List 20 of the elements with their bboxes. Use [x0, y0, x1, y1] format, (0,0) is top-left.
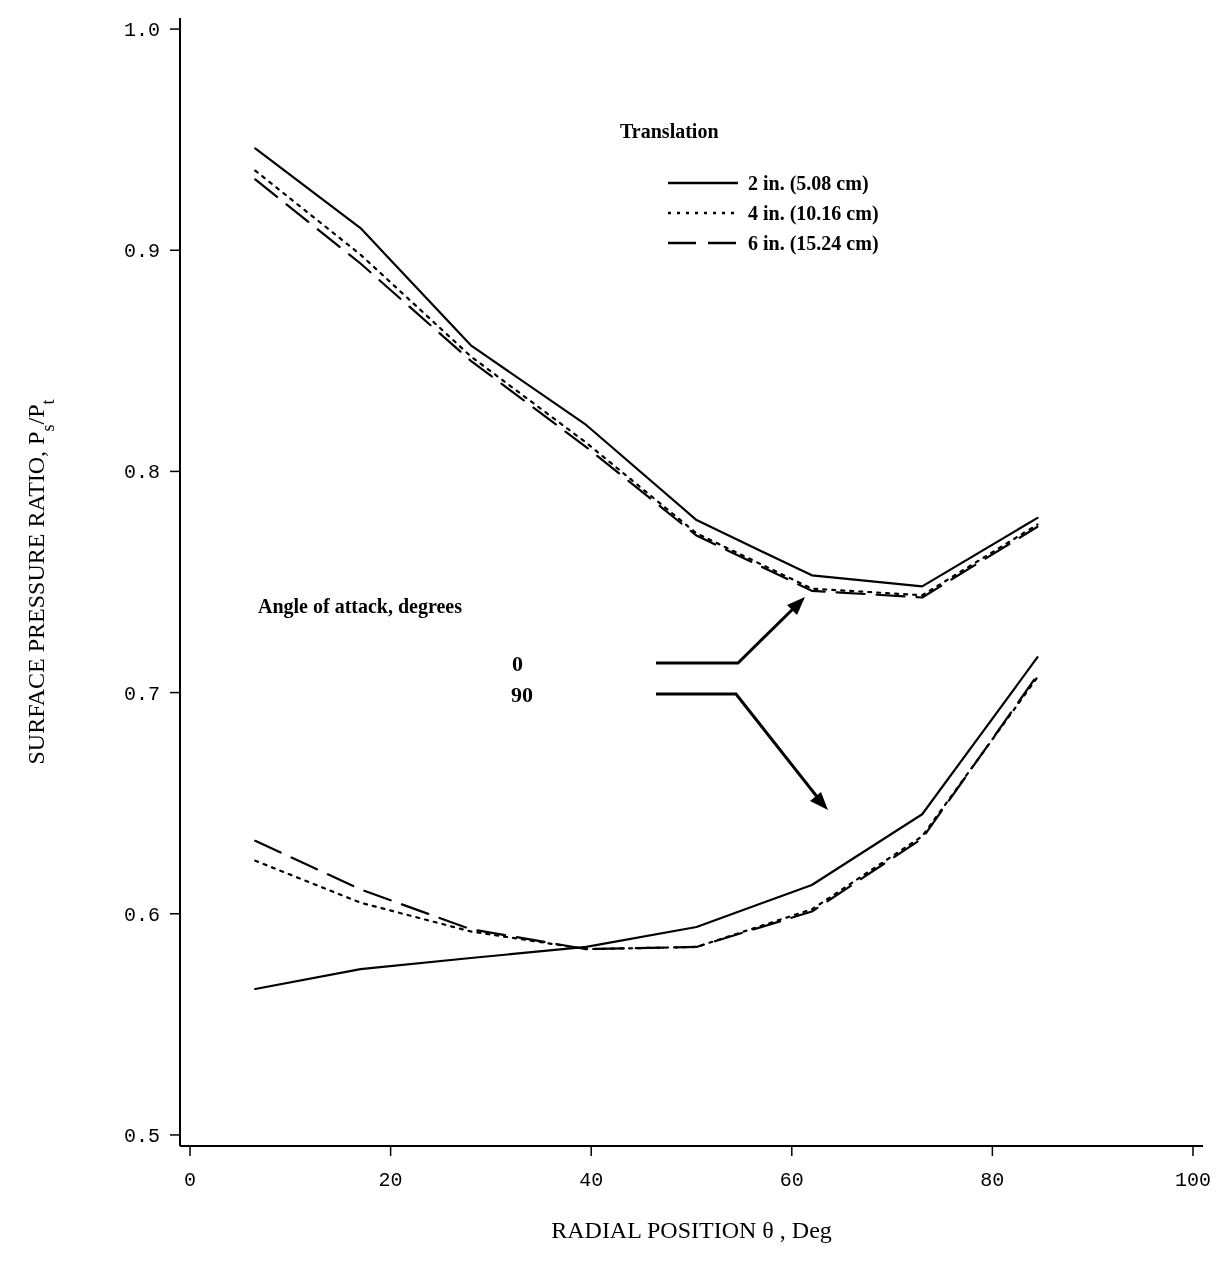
annotation: Angle of attack, degrees [258, 595, 463, 618]
y-tick-label: 0.9 [123, 240, 160, 264]
x-tick-label: 100 [1174, 1169, 1211, 1192]
legend-label: 2 in. (5.08 cm) [748, 172, 869, 195]
x-tick-label: 60 [779, 1169, 804, 1192]
y-tick-label: 1.0 [123, 19, 160, 43]
annotation: 0 [512, 651, 523, 676]
x-tick-label: 20 [378, 1169, 403, 1192]
y-tick-label: 0.6 [123, 903, 160, 927]
x-tick-label: 80 [980, 1169, 1005, 1192]
x-axis-title: RADIAL POSITION θ , Deg [551, 1217, 832, 1243]
legend-label: 4 in. (10.16 cm) [748, 202, 879, 225]
legend-title: Translation [620, 120, 719, 142]
y-tick-label: 0.7 [123, 682, 160, 706]
annotation: 90 [511, 682, 533, 707]
y-tick-label: 0.5 [123, 1124, 160, 1148]
x-tick-label: 40 [579, 1169, 604, 1192]
legend-label: 6 in. (15.24 cm) [748, 232, 879, 255]
x-tick-label: 0 [184, 1169, 197, 1192]
y-tick-label: 0.8 [123, 461, 160, 485]
